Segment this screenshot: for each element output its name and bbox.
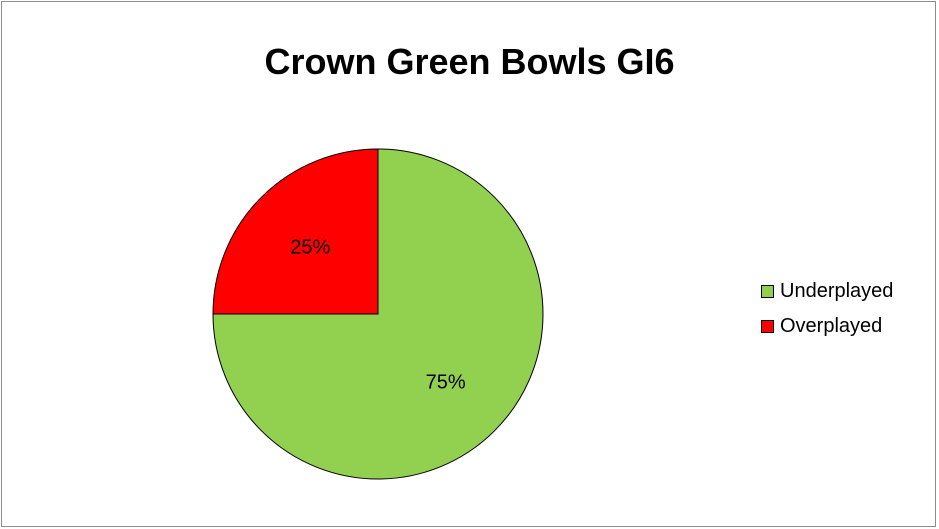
- data-label-underplayed: 75%: [426, 372, 466, 394]
- legend: Underplayed Overplayed: [761, 278, 931, 348]
- legend-swatch-overplayed: [761, 320, 774, 333]
- legend-label-overplayed: Overplayed: [780, 315, 883, 337]
- pie-slice-overplayed: [212, 148, 379, 315]
- legend-item-overplayed: Overplayed: [761, 313, 931, 340]
- pie-slices: [212, 148, 544, 480]
- chart-title: Crown Green Bowls GI6: [264, 41, 675, 82]
- pie-slice-underplayed: [212, 148, 544, 480]
- data-label-overplayed: 25%: [290, 236, 330, 258]
- pie-data-labels: 75% 25%: [290, 236, 466, 393]
- legend-item-underplayed: Underplayed: [761, 278, 931, 305]
- legend-swatch-underplayed: [761, 285, 774, 298]
- legend-label-underplayed: Underplayed: [780, 280, 894, 302]
